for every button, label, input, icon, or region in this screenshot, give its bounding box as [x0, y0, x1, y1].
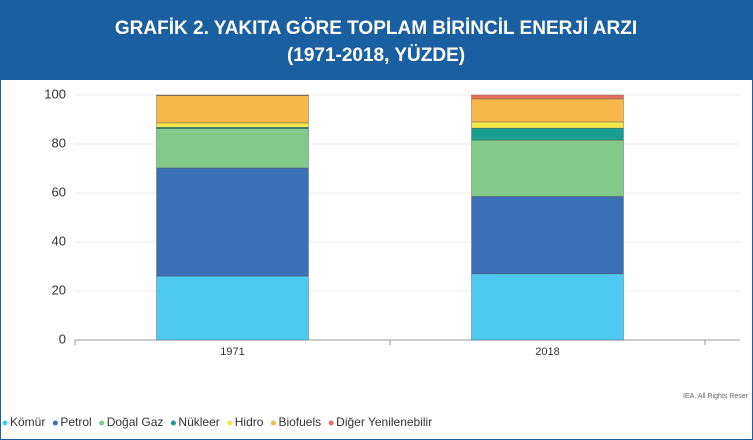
legend-marker	[170, 420, 176, 426]
bar-segment	[471, 121, 624, 129]
x-tick-label: 2018	[535, 346, 559, 358]
bar-segment	[471, 127, 624, 141]
legend-label: Petrol	[60, 415, 91, 429]
y-tick-label: 60	[52, 184, 66, 199]
legend-marker	[328, 420, 334, 426]
bar-segment	[471, 273, 624, 341]
legend-label: Kömür	[10, 415, 45, 429]
bar-segment	[471, 139, 624, 197]
bar-segment	[156, 95, 309, 124]
header-band	[0, 0, 753, 80]
y-tick-label: 20	[52, 282, 66, 297]
chart-title: (1971-2018, YÜZDE)	[287, 45, 465, 66]
bar-segment	[156, 275, 309, 341]
legend-label: Biofuels	[278, 415, 321, 429]
y-tick-label: 100	[44, 86, 66, 101]
y-tick-label: 40	[52, 233, 66, 248]
bar-segment	[471, 196, 624, 275]
legend-label: Diğer Yenilenebilir	[336, 415, 432, 429]
x-tick-label: 1971	[220, 346, 244, 358]
bar-segment	[471, 98, 624, 123]
source-note: IEA. All Rights Reser	[683, 393, 749, 400]
legend-marker	[270, 420, 276, 426]
bar-segment	[156, 128, 309, 169]
legend-marker	[99, 420, 105, 426]
chart-title: GRAFİK 2. YAKITA GÖRE TOPLAM BİRİNCİL EN…	[115, 18, 637, 39]
y-tick-label: 80	[52, 135, 66, 150]
legend-marker	[2, 420, 8, 426]
bar-segment	[471, 94, 624, 100]
legend-marker	[227, 420, 233, 426]
legend-label: Doğal Gaz	[107, 415, 164, 429]
legend-label: Nükleer	[178, 415, 219, 429]
bar-segment	[156, 122, 309, 128]
y-tick-label: 0	[59, 331, 66, 346]
legend-marker	[52, 420, 58, 426]
bar-segment	[156, 167, 309, 277]
legend-label: Hidro	[235, 415, 264, 429]
